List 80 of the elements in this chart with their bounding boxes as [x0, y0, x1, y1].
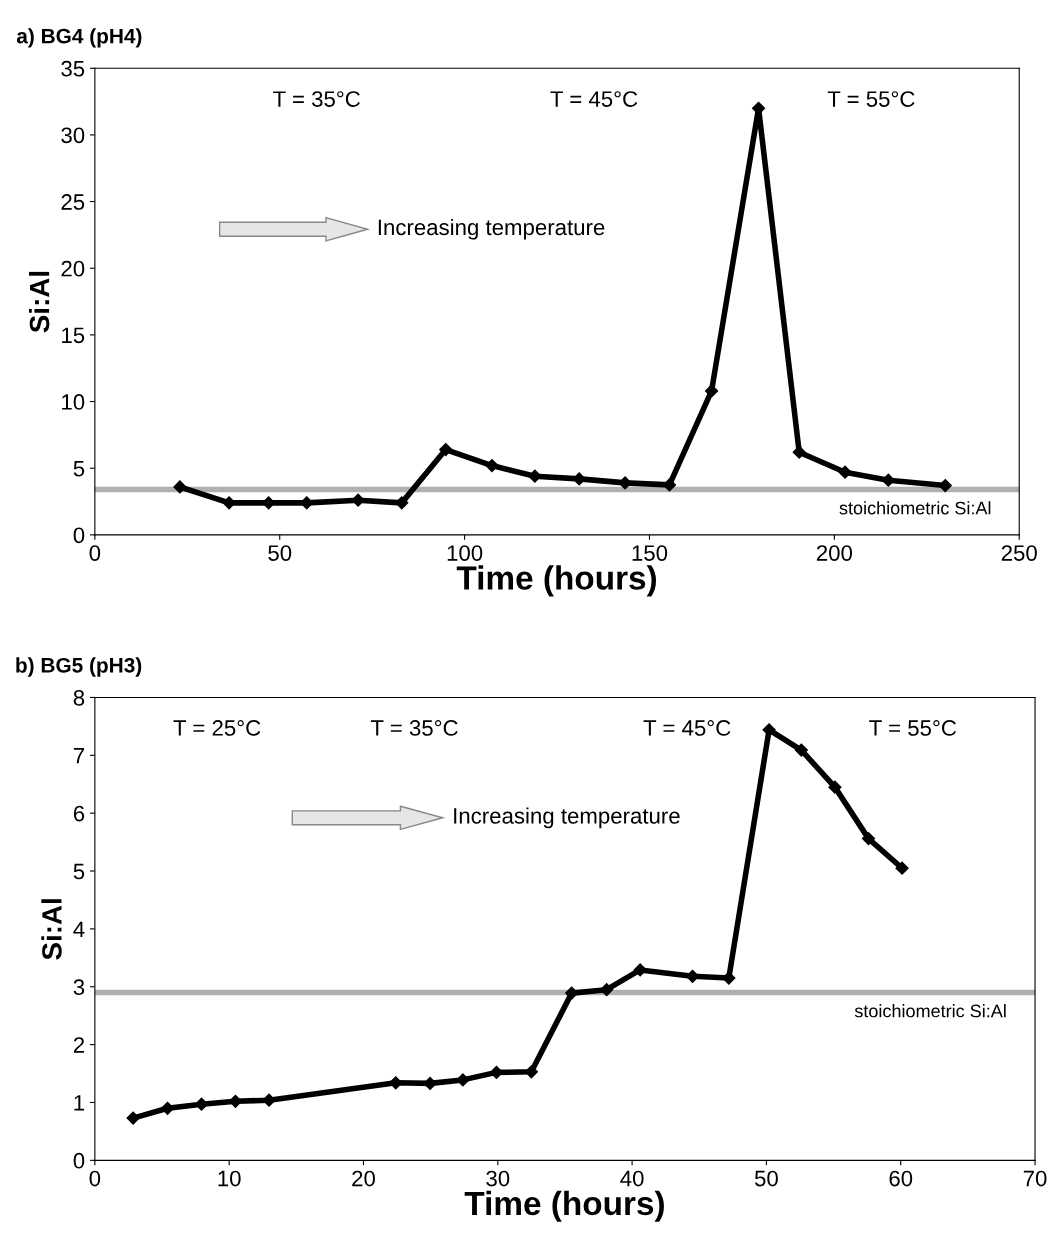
- annotation: T = 55°C: [869, 720, 957, 736]
- y-tick-label: 2: [73, 1037, 85, 1053]
- point: [173, 480, 187, 494]
- y-tick-label: 10: [62, 394, 85, 410]
- annotation: T = 45°C: [643, 720, 731, 736]
- point: [524, 1065, 538, 1079]
- point: [126, 1111, 140, 1125]
- point: [938, 478, 952, 493]
- point: [395, 496, 409, 510]
- y-tick-label: 5: [73, 460, 85, 477]
- chart-title: a) BG4 (pH4): [16, 28, 142, 48]
- ref-line-label: stoichiometric Si:Al: [839, 501, 991, 515]
- x-tick-label: 200: [816, 545, 853, 561]
- annotation: T = 35°C: [273, 91, 360, 107]
- point: [828, 780, 842, 794]
- point: [528, 469, 542, 483]
- x-tick-label: 20: [352, 1170, 375, 1187]
- annotation: Increasing temperature: [378, 218, 605, 240]
- point: [423, 1076, 437, 1090]
- point: [439, 442, 453, 457]
- x-axis-title: Time (hours): [456, 565, 657, 597]
- point: [838, 465, 852, 479]
- y-tick-label: 8: [73, 689, 85, 706]
- point: [794, 743, 808, 757]
- x-tick-label: 50: [268, 545, 292, 561]
- point: [662, 478, 677, 492]
- point: [222, 496, 236, 510]
- x-tick-label: 0: [89, 545, 101, 561]
- point: [751, 101, 766, 115]
- y-tick-label: 3: [73, 979, 85, 996]
- y-tick-label: 1: [74, 1095, 85, 1111]
- ref-line-label: stoichiometric Si:Al: [854, 1004, 1006, 1018]
- annotation: Increasing temperature: [454, 807, 680, 829]
- point: [599, 983, 614, 997]
- x-axis-title: Time (hours): [464, 1190, 664, 1222]
- y-tick-label: 0: [73, 1152, 85, 1169]
- point: [351, 493, 365, 507]
- point: [722, 971, 736, 985]
- y-tick-label: 0: [73, 527, 85, 544]
- point: [705, 384, 719, 398]
- x-tick-label: 40: [620, 1170, 644, 1187]
- annotation: T = 55°C: [827, 91, 915, 107]
- y-tick-label: 6: [73, 805, 85, 822]
- annotation: T = 45°C: [550, 91, 638, 107]
- y-tick-label: 30: [61, 127, 85, 144]
- x-tick-label: 150: [632, 545, 668, 561]
- y-tick-label: 5: [73, 863, 85, 880]
- x-tick-label: 0: [89, 1170, 101, 1187]
- y-tick-label: 15: [62, 327, 85, 344]
- y-axis-title: Si:Al: [41, 899, 62, 960]
- point: [792, 445, 806, 459]
- y-tick-label: 25: [61, 194, 85, 210]
- point: [633, 963, 647, 977]
- x-tick-label: 30: [486, 1170, 510, 1187]
- y-tick-label: 4: [73, 921, 85, 937]
- annotation: T = 25°C: [173, 720, 261, 736]
- point: [895, 861, 909, 875]
- y-axis-title: Si:Al: [28, 271, 50, 333]
- x-tick-label: 10: [218, 1170, 241, 1187]
- y-tick-label: 20: [61, 260, 85, 277]
- x-tick-label: 70: [1023, 1170, 1047, 1187]
- point: [194, 1097, 209, 1111]
- point: [565, 986, 579, 1000]
- y-tick-label: 7: [73, 748, 85, 764]
- point: [262, 1093, 276, 1107]
- x-tick-label: 250: [1001, 545, 1037, 561]
- chart-title: b) BG5 (pH3): [16, 657, 142, 677]
- annotation: T = 35°C: [370, 720, 458, 736]
- y-tick-label: 35: [61, 60, 85, 77]
- x-tick-label: 100: [447, 545, 483, 561]
- point: [861, 832, 876, 846]
- point: [881, 473, 895, 487]
- point: [485, 458, 499, 473]
- point: [160, 1101, 175, 1115]
- point: [572, 472, 586, 486]
- point: [456, 1073, 470, 1087]
- x-tick-label: 60: [889, 1170, 913, 1187]
- x-tick-label: 50: [754, 1170, 778, 1187]
- point: [300, 496, 314, 510]
- point: [618, 476, 632, 490]
